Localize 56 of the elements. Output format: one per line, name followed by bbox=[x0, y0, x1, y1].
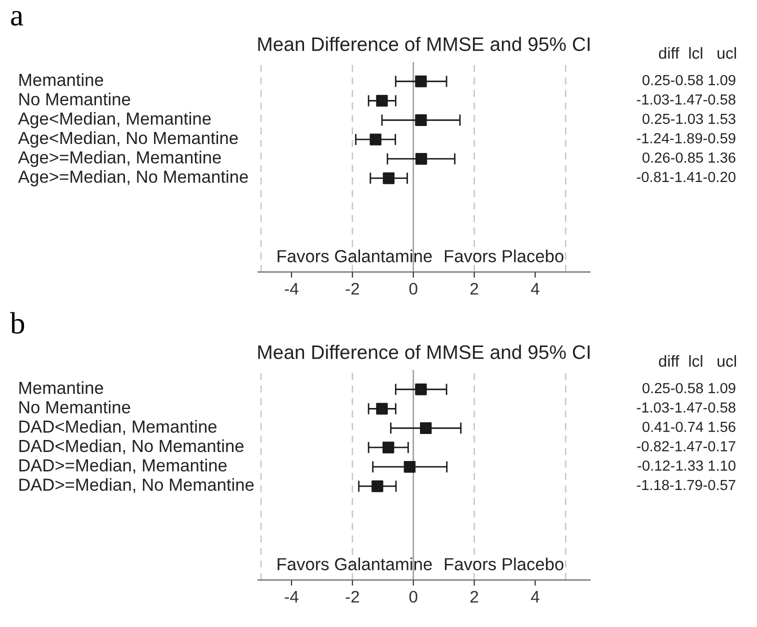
x-tick-label: 4 bbox=[530, 591, 540, 602]
x-tick-label: -2 bbox=[346, 282, 359, 294]
text: b bbox=[10, 312, 24, 334]
point bbox=[404, 461, 416, 473]
x-tick-label: 0 bbox=[409, 282, 418, 295]
x-tick-label: 2 bbox=[470, 282, 478, 294]
point bbox=[415, 153, 428, 165]
chart-title: Mean Difference of MMSE and 95% CI bbox=[258, 344, 590, 360]
x-tick-label: 0 bbox=[409, 590, 418, 603]
x-tick-label: 4 bbox=[530, 283, 540, 294]
chart-title: Mean Difference of MMSE and 95% CI bbox=[258, 36, 590, 52]
text: -0.12-1.33 1.10 bbox=[638, 460, 736, 471]
text: Favors Placebo bbox=[444, 558, 564, 570]
y-tick-label: Age<Median, Memantine bbox=[18, 112, 211, 128]
y-tick-label: No Memantine bbox=[19, 400, 130, 414]
text: -1.18-1.79-0.57 bbox=[636, 480, 736, 490]
y-tick-label: DAD>=Median, No Memantine bbox=[19, 478, 254, 493]
point bbox=[415, 76, 427, 88]
text: 0.26-0.85 1.36 bbox=[642, 152, 736, 163]
point bbox=[372, 480, 384, 492]
point bbox=[420, 422, 432, 434]
text: a bbox=[11, 11, 24, 26]
text: -1.03-1.47-0.58 bbox=[636, 94, 736, 105]
point bbox=[415, 384, 427, 396]
x-tick-label: -2 bbox=[346, 590, 359, 602]
y-tick-label: Memantine bbox=[19, 73, 104, 86]
point bbox=[382, 442, 394, 454]
y-tick-label: Memantine bbox=[19, 381, 104, 394]
text: 0.25-0.58 1.09 bbox=[642, 74, 736, 86]
y-tick-label: Age<Median, No Memantine bbox=[18, 131, 238, 148]
text: -0.81-1.41-0.20 bbox=[636, 172, 736, 182]
y-tick-label: DAD>=Median, Memantine bbox=[19, 458, 227, 474]
text: -0.82-1.47-0.17 bbox=[636, 441, 736, 452]
y-tick-label: No Memantine bbox=[19, 92, 130, 106]
text: 0.41-0.74 1.56 bbox=[642, 422, 736, 432]
point bbox=[415, 114, 427, 126]
text: -1.24-1.89-0.59 bbox=[636, 133, 736, 144]
y-tick-label: DAD<Median, Memantine bbox=[19, 420, 216, 435]
text: Favors Placebo bbox=[444, 250, 564, 262]
y-tick-label: DAD<Median, No Memantine bbox=[19, 439, 244, 454]
text: Favors Galantamine bbox=[278, 558, 432, 570]
text: diff lcl ucl bbox=[658, 355, 736, 367]
y-tick-label: Age>=Median, No Memantine bbox=[18, 170, 248, 186]
point bbox=[376, 94, 388, 107]
x-tick-label: -4 bbox=[284, 283, 298, 294]
point bbox=[370, 134, 382, 146]
text: 0.25-0.58 1.09 bbox=[642, 382, 736, 394]
x-tick-label: -4 bbox=[284, 591, 298, 602]
text: -1.03-1.47-0.58 bbox=[636, 402, 736, 413]
text: diff lcl ucl bbox=[658, 47, 736, 59]
y-tick-label: Age>=Median, Memantine bbox=[18, 150, 221, 167]
point bbox=[376, 402, 388, 415]
text: Favors Galantamine bbox=[278, 250, 432, 262]
point bbox=[382, 172, 395, 184]
x-tick-label: 2 bbox=[470, 590, 478, 602]
text: 0.25-1.03 1.53 bbox=[642, 114, 736, 124]
